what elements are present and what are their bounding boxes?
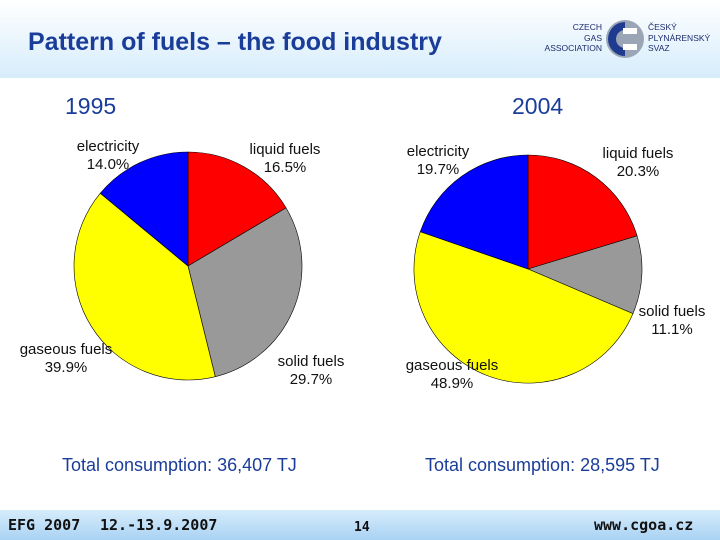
header-band <box>0 0 720 78</box>
pie-slice-solid-fuels <box>187 207 303 378</box>
pie-slice-gaseous-fuels <box>413 231 634 384</box>
slide-title: Pattern of fuels – the food industry <box>28 28 442 56</box>
cgoa-logo-mark-icon <box>606 20 644 58</box>
footer-dates: 12.-13.9.2007 <box>100 516 218 534</box>
pie-slice-gaseous-fuels <box>73 192 216 381</box>
pie-charts: liquid fuels 16.5% solid fuels 29.7% gaseous… <box>20 138 706 392</box>
slice-labels: liquid fuels 16.5% solid fuels 29.7% gaseous… <box>20 138 706 392</box>
pie-chart-1995 <box>73 151 303 381</box>
pie-chart-2004 <box>413 154 643 384</box>
slice-label: liquid fuels 20.3% <box>603 145 674 180</box>
pie-slice-solid-fuels <box>527 235 643 315</box>
slice-label: solid fuels 29.7% <box>278 353 345 388</box>
logo-text-left: CZECH GAS ASSOCIATION <box>538 22 602 54</box>
logo-line: CZECH <box>572 22 602 32</box>
chart-1995-title: 1995 <box>65 93 117 119</box>
footer-url: www.cgoa.cz <box>594 516 694 534</box>
footer-event: EFG 2007 <box>8 516 81 534</box>
total-consumption-1995: Total consumption: 36,407 TJ <box>62 455 297 475</box>
slice-label: electricity 19.7% <box>407 143 470 178</box>
pie-slice-electricity <box>419 154 529 270</box>
pie-slice-electricity <box>99 151 189 267</box>
logo-line: GAS <box>584 32 602 43</box>
pie-slice-liquid-fuels <box>187 151 287 267</box>
total-consumption-2004: Total consumption: 28,595 TJ <box>425 455 660 475</box>
slice-label: solid fuels 11.1% <box>639 303 706 338</box>
logo-line: PLYNÁRENSKÝ <box>648 32 711 43</box>
slice-label: gaseous fuels 39.9% <box>20 341 113 376</box>
pie-slice-liquid-fuels <box>527 154 638 270</box>
logo-line: ASSOCIATION <box>544 43 602 53</box>
chart-2004-title: 2004 <box>512 93 564 119</box>
cgoa-logo: CZECH GAS ASSOCIATION ČESKÝ PLYNÁRENSKÝ … <box>538 18 713 76</box>
logo-text-right: ČESKÝ PLYNÁRENSKÝ SVAZ <box>648 22 718 54</box>
slice-label: liquid fuels 16.5% <box>250 141 321 176</box>
slice-label: electricity 14.0% <box>77 138 140 173</box>
slice-label: gaseous fuels 48.9% <box>406 357 499 392</box>
page-number: 14 <box>354 520 370 535</box>
logo-line: ČESKÝ <box>648 22 677 32</box>
logo-line: SVAZ <box>648 43 670 53</box>
footer-band <box>0 510 720 540</box>
